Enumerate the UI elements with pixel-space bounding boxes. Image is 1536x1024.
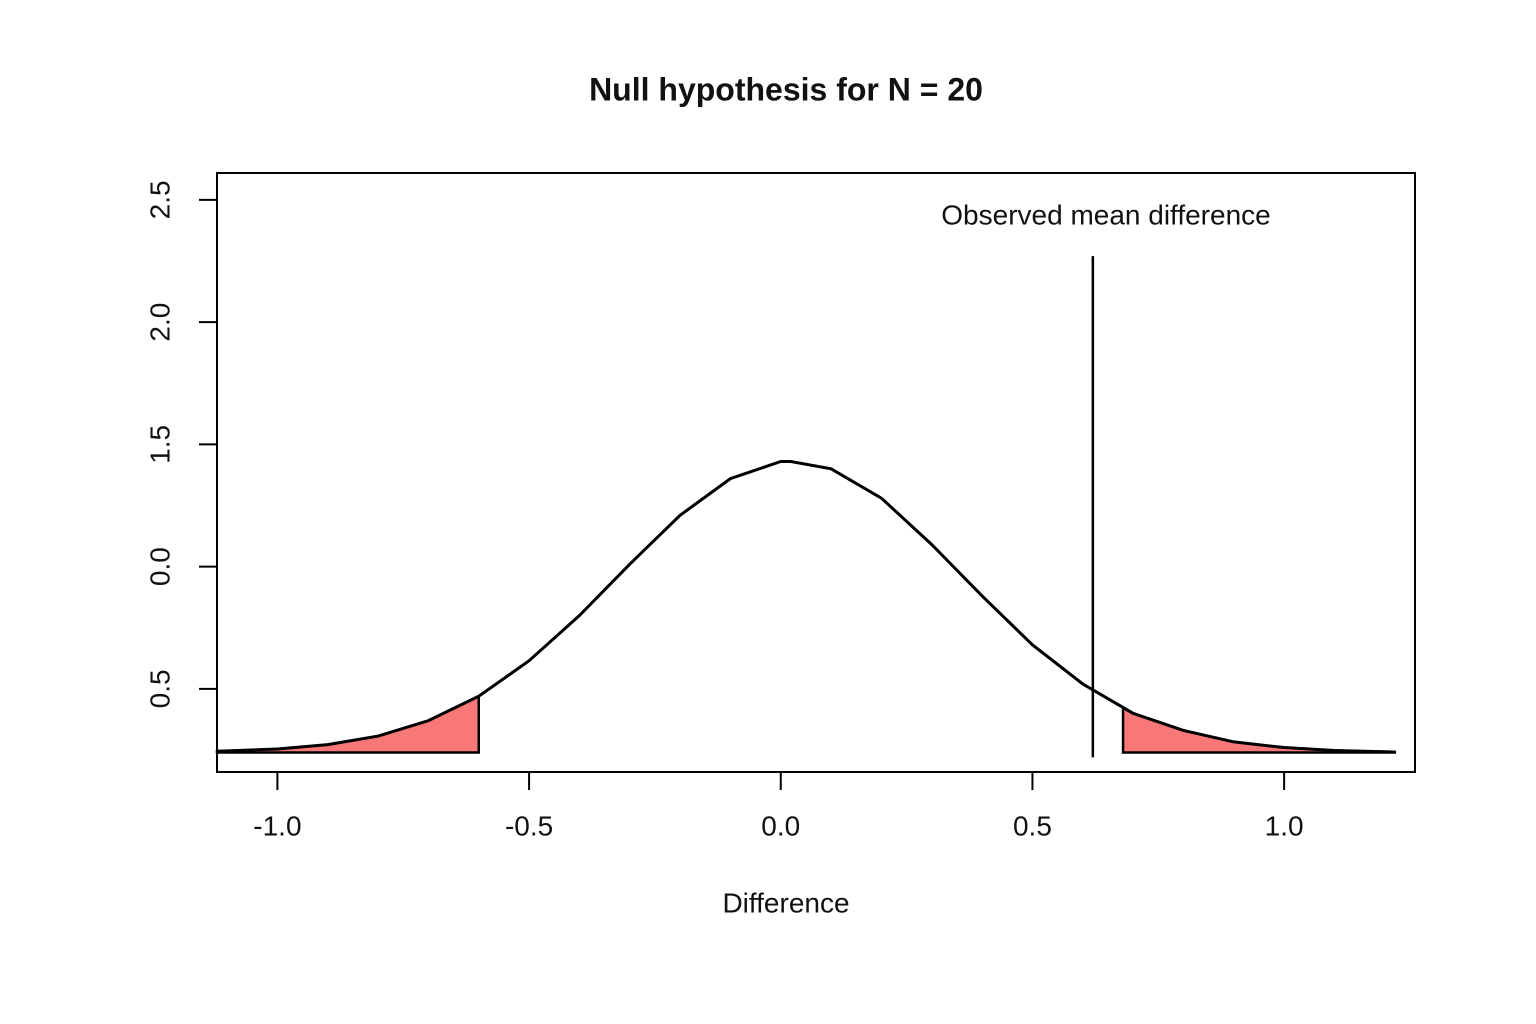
y-tick-label: 0.0	[144, 547, 175, 586]
y-tick-label: 2.0	[144, 303, 175, 342]
x-tick-label: 1.0	[1265, 810, 1304, 841]
x-axis-label: Difference	[722, 887, 849, 918]
y-tick-label: 1.5	[144, 425, 175, 464]
chart-title: Null hypothesis for N = 20	[589, 71, 983, 107]
x-tick-label: -1.0	[253, 810, 301, 841]
x-tick-label: 0.5	[1013, 810, 1052, 841]
density-curve	[216, 459, 1395, 754]
y-tick-label: 2.5	[144, 180, 175, 219]
plot-frame	[216, 172, 1416, 773]
y-tick-label: 0.5	[144, 669, 175, 708]
observed-label: Observed mean difference	[941, 199, 1270, 230]
x-tick-label: -0.5	[505, 810, 553, 841]
x-tick-label: 0.0	[761, 810, 800, 841]
